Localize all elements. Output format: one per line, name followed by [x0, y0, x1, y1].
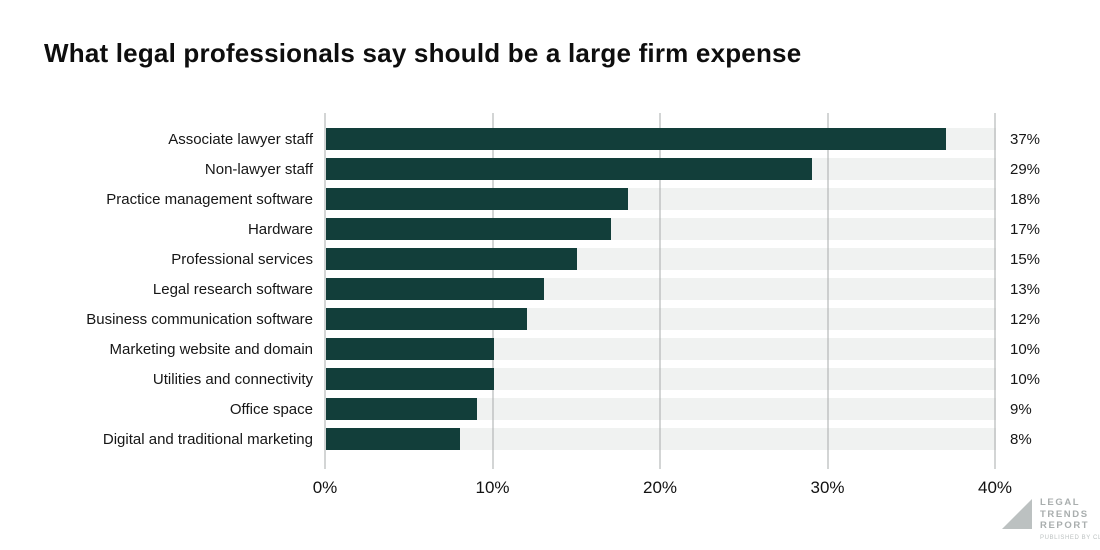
bar-row: Marketing website and domain 10%	[0, 334, 1100, 364]
bar-track	[326, 338, 996, 360]
logo-line: REPORT	[1040, 520, 1090, 531]
bar-row: Utilities and connectivity 10%	[0, 364, 1100, 394]
bar	[326, 428, 460, 450]
bar-row: Associate lawyer staff 37%	[0, 124, 1100, 154]
bar-zone	[326, 218, 996, 240]
category-label: Hardware	[247, 220, 313, 238]
bar-row: Hardware 17%	[0, 214, 1100, 244]
value-label: 12%	[1010, 310, 1041, 328]
bar-rows: Associate lawyer staff 37% Non-lawyer staf…	[0, 124, 1100, 454]
category-label: Marketing website and domain	[109, 340, 313, 358]
bar-row: Professional services 15%	[0, 244, 1100, 274]
bar-row: Practice management software 18%	[0, 184, 1100, 214]
category-label: Non-lawyer staff	[204, 160, 313, 178]
bar-row: Non-lawyer staff 29%	[0, 154, 1100, 184]
category-label: Digital and traditional marketing	[102, 430, 313, 448]
value-label: 37%	[1010, 130, 1041, 148]
bar	[326, 278, 544, 300]
bar-zone	[326, 248, 996, 270]
bar-zone	[326, 398, 996, 420]
bar-zone	[326, 308, 996, 330]
bar-row: Office space 9%	[0, 394, 1100, 424]
bar	[326, 128, 946, 150]
bar	[326, 308, 527, 330]
category-label: Business communication software	[86, 310, 313, 328]
x-tick-label: 30%	[810, 478, 845, 497]
bar-track	[326, 368, 996, 390]
logo-subline: PUBLISHED BY CLIO	[1040, 534, 1100, 541]
bar	[326, 398, 477, 420]
value-label: 10%	[1010, 340, 1041, 358]
bar-zone	[326, 338, 996, 360]
triangle-logo-icon	[1002, 499, 1032, 529]
chart-title: What legal professionals say should be a…	[44, 38, 802, 68]
x-tick-label: 40%	[977, 478, 1013, 497]
x-tick-label: 10%	[475, 478, 510, 497]
bar-zone	[326, 278, 996, 300]
value-label: 18%	[1010, 190, 1041, 208]
bar-row: Digital and traditional marketing 8%	[0, 424, 1100, 454]
bar-zone	[326, 368, 996, 390]
category-label: Legal research software	[152, 280, 313, 298]
value-label: 8%	[1010, 430, 1032, 448]
logo-line: TRENDS	[1040, 508, 1089, 520]
logo-line: LEGAL	[1040, 497, 1081, 508]
bar-zone	[326, 188, 996, 210]
bar	[326, 158, 812, 180]
value-label: 9%	[1010, 400, 1032, 418]
category-label: Associate lawyer staff	[168, 130, 313, 148]
category-label: Practice management software	[106, 190, 313, 208]
x-axis: 0% 10% 20% 30% 40%	[313, 478, 1012, 502]
category-label: Professional services	[171, 250, 313, 268]
value-label: 17%	[1010, 220, 1041, 238]
bar-row: Business communication software 12%	[0, 304, 1100, 334]
x-tick-label: 0%	[312, 478, 338, 497]
bar-track	[326, 398, 996, 420]
bar-track	[326, 428, 996, 450]
bar	[326, 218, 611, 240]
logo-text: LEGAL TRENDS REPORT PUBLISHED BY CLIO	[1040, 497, 1100, 541]
bar-zone	[326, 158, 996, 180]
bar	[326, 368, 494, 390]
value-label: 29%	[1010, 160, 1041, 178]
bar	[326, 248, 578, 270]
bar	[326, 338, 494, 360]
legal-trends-report-logo: LEGAL TRENDS REPORT PUBLISHED BY CLIO	[1002, 497, 1100, 541]
bar-row: Legal research software 13%	[0, 274, 1100, 304]
value-label: 13%	[1010, 280, 1041, 298]
x-tick-label: 20%	[642, 478, 678, 497]
bar	[326, 188, 628, 210]
bar-zone	[326, 428, 996, 450]
category-label: Office space	[229, 400, 313, 418]
bar-zone	[326, 128, 996, 150]
value-label: 15%	[1010, 250, 1041, 268]
value-label: 10%	[1010, 370, 1041, 388]
category-label: Utilities and connectivity	[152, 370, 313, 388]
